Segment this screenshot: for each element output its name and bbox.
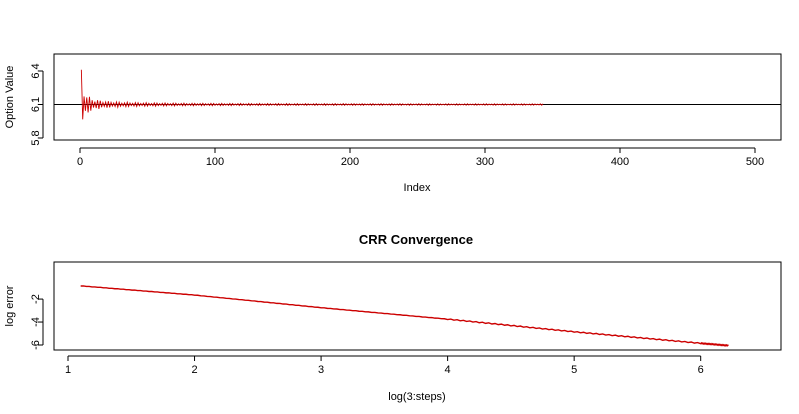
y-tick-label: -6	[30, 340, 42, 350]
option-value-plot: 0 100 200 300 400 500 5.8 6.1 6.4 Index Option V…	[4, 53, 782, 194]
x-tick-label: 6	[698, 364, 704, 376]
x-tick-label: 300	[476, 156, 494, 168]
x-tick-label: 2	[191, 364, 197, 376]
x-tick-label: 3	[318, 364, 324, 376]
x-tick-label: 1	[65, 364, 71, 376]
y-axis-title: log error	[4, 285, 16, 326]
x-tick-label: 400	[611, 156, 629, 168]
x-tick-label: 0	[77, 156, 83, 168]
x-tick-label: 500	[746, 156, 764, 168]
y-tick-label: -2	[30, 294, 42, 304]
y-axis-title: Option Value	[4, 66, 16, 129]
series-line	[80, 69, 544, 120]
y-tick-label: 6.4	[30, 63, 42, 78]
x-tick-label: 100	[206, 156, 224, 168]
x-tick-label: 4	[445, 364, 451, 376]
x-axis-title: Index	[404, 182, 431, 194]
axis-ticks: 1 2 3 4 5 6 -6 -4 -2	[30, 294, 704, 376]
x-tick-label: 5	[571, 364, 577, 376]
chart-title: CRR Convergence	[359, 232, 473, 247]
crr-convergence-plot: CRR Convergence 1 2 3 4 5 6 -6 -4 -2 log(3:steps…	[4, 232, 782, 403]
plot-frame	[53, 261, 782, 351]
y-tick-label: -4	[30, 317, 42, 327]
series-line	[80, 285, 729, 347]
axis-ticks: 0 100 200 300 400 500 5.8 6.1 6.4	[30, 63, 764, 168]
y-tick-label: 6.1	[30, 97, 42, 112]
y-tick-label: 5.8	[30, 130, 42, 145]
plot-frame	[53, 53, 782, 141]
x-axis-title: log(3:steps)	[388, 391, 445, 403]
x-tick-label: 200	[341, 156, 359, 168]
